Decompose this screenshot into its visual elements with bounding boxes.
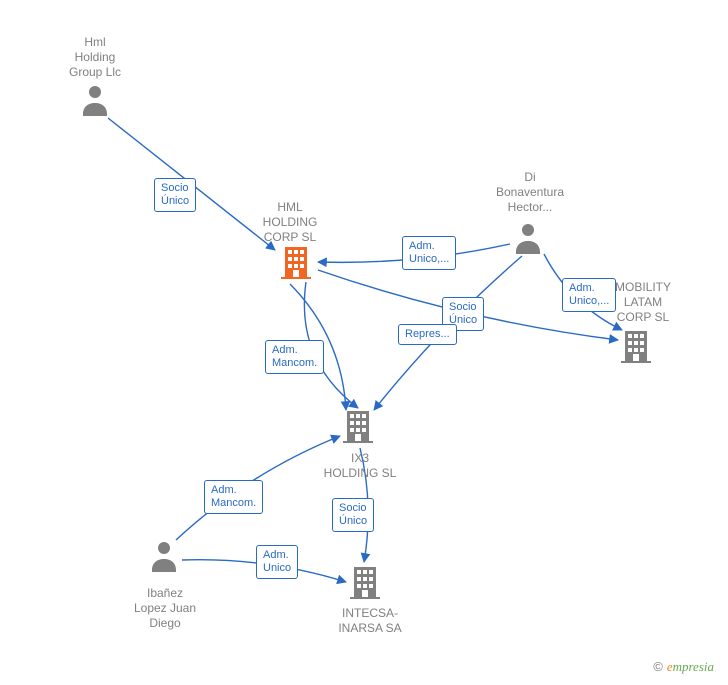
edge-label: Adm. Unico,... bbox=[402, 236, 456, 270]
edge-label: Repres... bbox=[398, 324, 457, 345]
building-icon bbox=[281, 247, 311, 279]
edge-label: Adm. Mancom. bbox=[265, 340, 324, 374]
edge-label: Socio Único bbox=[332, 498, 374, 532]
person-icon bbox=[152, 542, 176, 572]
watermark: ©empresia bbox=[653, 659, 714, 675]
copyright-symbol: © bbox=[653, 659, 663, 674]
building-icon bbox=[621, 331, 651, 363]
network-canvas bbox=[0, 0, 728, 685]
person-icon bbox=[516, 224, 540, 254]
edge-label: Adm. Unico bbox=[256, 545, 298, 579]
watermark-rest: mpresia bbox=[673, 659, 714, 674]
building-icon bbox=[343, 411, 373, 443]
edge-label: Adm. Mancom. bbox=[204, 480, 263, 514]
edge-label: Adm. Unico,... bbox=[562, 278, 616, 312]
building-icon bbox=[350, 567, 380, 599]
person-icon bbox=[83, 86, 107, 116]
edge-label: Socio Único bbox=[154, 178, 196, 212]
